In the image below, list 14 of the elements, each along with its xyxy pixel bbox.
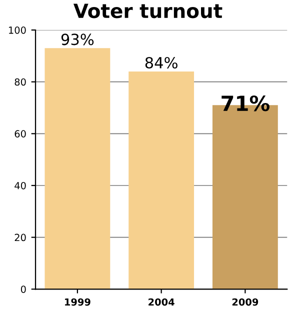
y-tick-label: 20 [14,234,26,242]
chart-title: Voter turnout [73,4,222,18]
x-tick-label: 2004 [148,298,174,306]
y-tick-label: 0 [20,286,26,293]
y-tick-label: 100 [9,26,26,34]
y-tick-label: 60 [14,130,26,138]
bar [128,71,194,290]
x-tick-label: 1999 [65,298,90,306]
y-tick-label: 80 [14,78,26,86]
data-label: 84% [145,56,178,69]
y-tick-label: 40 [14,182,26,190]
x-tick-label: 2009 [232,298,258,306]
data-label: 93% [61,34,94,46]
bar [44,48,110,290]
